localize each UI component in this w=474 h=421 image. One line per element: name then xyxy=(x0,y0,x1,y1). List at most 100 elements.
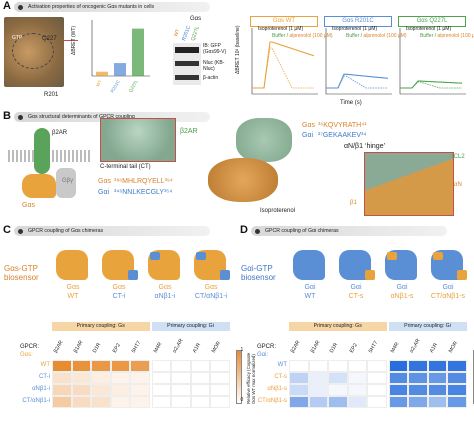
c-cell xyxy=(71,360,91,372)
ct-zoom-image xyxy=(100,118,176,162)
d-cell xyxy=(328,360,348,372)
label-gtp: GTP xyxy=(12,35,23,41)
c-cell xyxy=(171,384,191,396)
construct-4: Gαi CT/αNβ1-s xyxy=(427,244,469,314)
c-cell xyxy=(130,396,150,408)
cartoon-gas-label: Gαs xyxy=(22,202,35,209)
iso-label-1: Isoproterenol (1 μM) xyxy=(258,26,304,32)
d-row-label-4: CT/αNβ1-s xyxy=(257,398,287,404)
seq-s-name: Gαs xyxy=(98,178,111,185)
construct-shape-2 xyxy=(102,250,138,280)
c-gpcr-label: GPCR: xyxy=(20,344,40,350)
d-cell xyxy=(427,396,447,408)
construct-name-4: Gαi xyxy=(442,284,454,291)
c-cell xyxy=(91,384,111,396)
panel-b-banner-text: Gαs structural determinants of GPCR coup… xyxy=(28,114,135,120)
timecourse-trace-1 xyxy=(252,41,315,89)
c-receptor-1: β2AR xyxy=(52,339,65,354)
c-colorbar xyxy=(235,350,242,404)
c-cell xyxy=(171,360,191,372)
d-receptor-9: MOR xyxy=(447,340,460,354)
c-cell xyxy=(151,360,171,372)
c-cell xyxy=(52,360,72,372)
bar-wt xyxy=(96,71,108,76)
d-row-label-2: CT-s xyxy=(274,374,287,380)
construct-shape-3 xyxy=(148,250,180,280)
d-cell xyxy=(289,360,309,372)
d-primary-gs-header: Primary coupling: Gs xyxy=(289,322,387,331)
d-cell xyxy=(388,396,408,408)
c-cell xyxy=(110,384,130,396)
construct-name-2: Gαi xyxy=(350,284,362,291)
c-cell xyxy=(171,372,191,384)
panel-d-biosensor: Gαi-GTP biosensor xyxy=(241,264,276,282)
c-cell xyxy=(71,384,91,396)
c-cell xyxy=(151,396,171,408)
ct-label: C-terminal tail (CT) xyxy=(100,164,151,170)
construct-1: Gαs WT xyxy=(52,244,94,314)
construct-shape-4 xyxy=(431,250,467,280)
panel-d-banner-text: GPCR coupling of Gαi chimeras xyxy=(265,228,339,234)
panel-c-letter: C xyxy=(3,224,11,236)
c-cell xyxy=(71,372,91,384)
seq-s: ³⁸⁶MHLRQYELL³⁹⁴ xyxy=(114,178,173,185)
label-q227: Q227 xyxy=(42,36,57,42)
iso-label-2: Isoproterenol (1 μM) xyxy=(332,26,378,32)
d-cell xyxy=(388,372,408,384)
cartoon-b2ar-label: β2AR xyxy=(52,130,68,136)
buffer-label-1: Buffer / alprenolol (100 μM) xyxy=(272,33,333,39)
construct-name-3: Gαs xyxy=(158,284,172,291)
blot-label-gfp: IB: GFP (Gαs99-V) xyxy=(203,43,227,55)
construct-name-3: Gαi xyxy=(396,284,408,291)
d-primary-gi-header: Primary coupling: Gi xyxy=(388,322,467,331)
d-cell xyxy=(447,372,467,384)
alprenolol-label-1: alprenolol (100 μM) xyxy=(289,33,333,39)
d-cell xyxy=(427,360,447,372)
d-cell xyxy=(367,384,387,396)
construct-variant-2: CT-i xyxy=(112,293,126,300)
d-cell xyxy=(308,396,328,408)
construct-name-1: Gαi xyxy=(304,284,316,291)
d-cell xyxy=(408,360,428,372)
c-row-header: Gαs: xyxy=(20,352,33,358)
iso-label-3: Isoproterenol (1 μM) xyxy=(406,26,452,32)
c-receptor-7: α2₂AR xyxy=(171,337,185,354)
blot-label-nluc: Nluc (KB-Nluc) xyxy=(203,60,225,72)
construct-3: Gαi αNβ1-s xyxy=(381,244,423,314)
label-r201: R201 xyxy=(44,92,59,98)
construct-shape-3 xyxy=(385,250,417,280)
bar-label-q227l: Q227L xyxy=(128,79,139,94)
construct-variant-3: αNβ1-s xyxy=(390,293,414,300)
c-colorbar-min: 0 xyxy=(240,397,244,403)
c-cell xyxy=(52,384,72,396)
c-receptor-9: MOR xyxy=(210,340,223,354)
alprenolol-label-2: alprenolol (100 μM) xyxy=(363,33,407,39)
bar-chart-svg: WT R201C Q227L xyxy=(91,20,150,94)
bar-r201c xyxy=(114,63,126,76)
timecourse-ylabel: ΔBRET 10³ (baseline) xyxy=(235,25,241,74)
c-receptor-5: 5HT7 xyxy=(130,340,143,354)
d-receptor-8: A1R xyxy=(428,342,439,354)
struct-iso-label: Isoproterenol xyxy=(260,208,296,214)
construct-variant-1: WT xyxy=(67,293,79,300)
hinge-zoom-image xyxy=(364,152,454,216)
d-receptor-2: β1AR xyxy=(309,339,322,354)
c-cell xyxy=(91,396,111,408)
c-cell xyxy=(91,372,111,384)
timecourse-title-1: Gαs WT xyxy=(250,16,318,27)
d-cell xyxy=(408,384,428,396)
c-cell xyxy=(130,384,150,396)
c-cell xyxy=(91,360,111,372)
cartoon-b2ar-shape xyxy=(34,128,50,174)
construct-name-2: Gαs xyxy=(112,284,126,291)
panel-d-letter: D xyxy=(240,224,248,236)
c-cell xyxy=(190,360,210,372)
d-cell xyxy=(367,360,387,372)
d-cell xyxy=(328,384,348,396)
c-receptor-3: D1R xyxy=(91,342,103,354)
c-colorbar-max: 1 xyxy=(240,347,244,353)
struct-b2ar-label: β2AR xyxy=(180,128,198,135)
d-cell xyxy=(308,360,328,372)
c-row-label-4: CT/αNβ1-i xyxy=(22,398,50,404)
blot-bands xyxy=(173,43,201,85)
